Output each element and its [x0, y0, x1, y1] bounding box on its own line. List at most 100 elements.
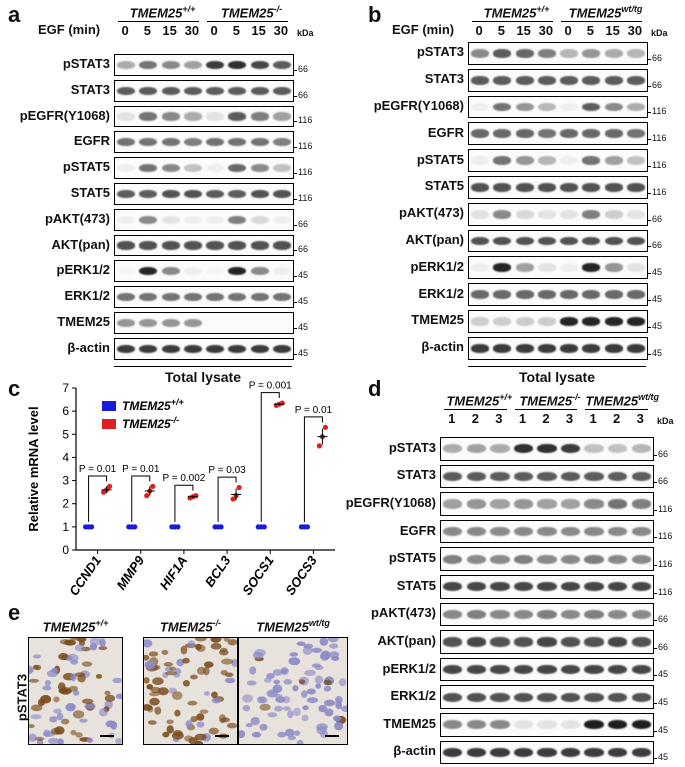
band [139, 86, 158, 95]
group-underline [514, 409, 578, 410]
band [272, 215, 291, 224]
egf-header: EGF (min) [392, 22, 455, 37]
band [139, 318, 158, 328]
nucleus [190, 715, 198, 723]
band [117, 189, 136, 199]
nucleus [223, 636, 230, 642]
band [471, 209, 490, 219]
nucleus [66, 653, 79, 663]
blot-strip [114, 286, 294, 308]
nucleus [231, 658, 238, 667]
nucleus [169, 666, 177, 671]
blot-strip [468, 149, 648, 172]
nucleus [323, 679, 332, 686]
x-tick-label: MMP9 [113, 552, 147, 592]
band [490, 692, 510, 702]
lane-label: 30 [273, 23, 289, 38]
blot-label: β-actin [421, 339, 464, 355]
band [183, 267, 202, 276]
nucleus [79, 718, 88, 723]
genotype-base: TMEM25 [446, 393, 500, 409]
x-tick-label: SOCS3 [282, 552, 320, 597]
kda-marker: 116 [292, 115, 313, 126]
band [608, 692, 628, 702]
lane-label: 1 [448, 411, 456, 426]
band [466, 444, 486, 454]
band [513, 554, 534, 564]
nucleus [53, 708, 62, 714]
nucleus [54, 726, 65, 735]
p-value-label: P = 0.03 [208, 465, 246, 476]
band [626, 290, 645, 299]
band [604, 343, 623, 353]
ihc-title: TMEM25-/- [143, 618, 238, 634]
nucleus [245, 723, 253, 728]
blot-label: pERK1/2 [410, 258, 464, 274]
band [471, 263, 490, 273]
nucleus [302, 646, 313, 655]
nucleus [203, 691, 210, 696]
genotype-base: TMEM25 [129, 5, 183, 21]
genotype-base: TMEM25 [159, 619, 213, 635]
lane-label: 0 [475, 23, 483, 38]
blot-strip [440, 492, 654, 516]
band [161, 292, 180, 302]
blot-label: ERK1/2 [64, 288, 110, 304]
band [584, 527, 604, 537]
band [513, 692, 534, 702]
nucleus [287, 710, 294, 719]
nucleus [58, 652, 69, 661]
band [466, 582, 486, 592]
nucleus [292, 707, 301, 717]
band [582, 343, 601, 353]
nucleus [163, 662, 174, 667]
nucleus [311, 663, 321, 668]
data-point-control [175, 524, 181, 530]
genotype-sup: -/- [212, 618, 222, 628]
band [537, 527, 557, 537]
band [206, 112, 225, 121]
nucleus [329, 643, 339, 649]
blot-strip [468, 283, 648, 306]
kda-marker: 45 [646, 320, 663, 331]
blot-label: pAKT(473) [370, 605, 436, 621]
band [604, 102, 623, 112]
kda-marker: 116 [292, 141, 313, 152]
nucleus [76, 636, 87, 643]
band [250, 189, 269, 199]
lane-label: 15 [162, 23, 177, 38]
nucleus [84, 703, 96, 709]
band [584, 554, 604, 564]
band [515, 317, 534, 326]
significance-bracket [131, 475, 151, 522]
band [604, 317, 623, 326]
band [584, 637, 604, 647]
kda-marker: 45 [652, 752, 669, 763]
nucleus [28, 678, 40, 683]
nucleus [329, 651, 340, 659]
blot-strip [440, 630, 654, 654]
lane-label: 3 [565, 411, 574, 426]
nucleus [324, 708, 334, 717]
nucleus [187, 700, 198, 706]
blot-label: pEGFR(Y1068) [373, 98, 464, 113]
band [250, 241, 269, 250]
nucleus [302, 705, 309, 711]
nucleus [149, 697, 160, 706]
nucleus [226, 722, 238, 729]
nucleus [60, 718, 70, 725]
nucleus [288, 657, 301, 666]
genotype-sup: +/+ [182, 4, 196, 14]
band [537, 692, 557, 702]
significance-bracket [88, 475, 108, 522]
nucleus [77, 674, 86, 683]
band [493, 317, 512, 326]
legend-swatch [102, 401, 116, 411]
genotype-base: TMEM25 [483, 5, 537, 21]
nucleus [174, 709, 181, 717]
nucleus [147, 706, 154, 713]
band [443, 692, 463, 702]
nucleus [335, 702, 343, 710]
kda-marker: 45 [646, 294, 663, 304]
band [139, 112, 158, 121]
